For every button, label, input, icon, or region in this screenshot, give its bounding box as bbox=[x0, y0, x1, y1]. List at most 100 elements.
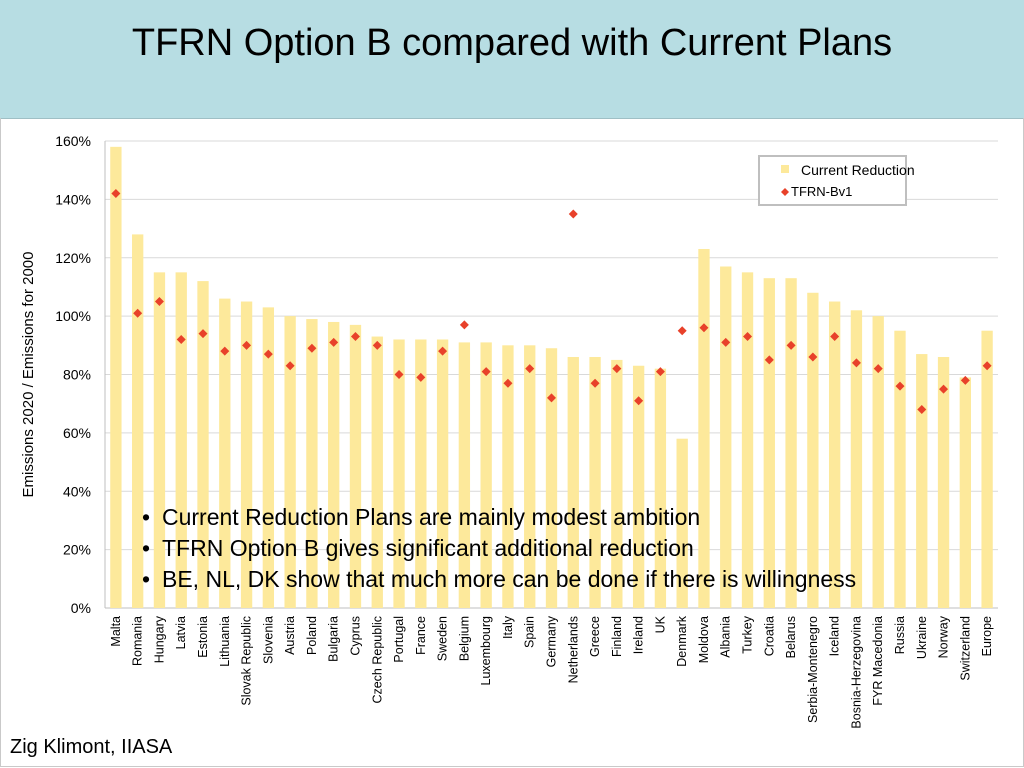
bar-current-reduction bbox=[349, 324, 362, 608]
y-axis-title: Emissions 2020 / Emissions for 2000 bbox=[20, 252, 37, 498]
x-tick-label: Switzerland bbox=[958, 616, 972, 681]
bar-current-reduction bbox=[458, 342, 471, 608]
x-tick-label: Sweden bbox=[436, 616, 450, 661]
marker-tfrn-bv1 bbox=[851, 358, 861, 368]
y-tick-label: 40% bbox=[63, 483, 91, 499]
x-tick-label: Greece bbox=[588, 616, 602, 657]
marker-tfrn-bv1 bbox=[677, 326, 687, 336]
y-tick-label: 100% bbox=[55, 308, 91, 324]
x-tick-label: Czech Republic bbox=[370, 616, 384, 704]
x-tick-label: France bbox=[414, 616, 428, 655]
bar-current-reduction bbox=[524, 345, 536, 608]
marker-tfrn-bv1 bbox=[220, 346, 230, 356]
bar-current-reduction bbox=[807, 292, 819, 608]
marker-tfrn-bv1 bbox=[764, 355, 774, 365]
marker-tfrn-bv1 bbox=[285, 361, 295, 371]
y-tick-label: 140% bbox=[55, 191, 91, 207]
x-tick-label: Europe bbox=[980, 616, 994, 656]
x-tick-label: Malta bbox=[109, 616, 123, 647]
bar-current-reduction bbox=[632, 365, 645, 608]
marker-tfrn-bv1 bbox=[329, 337, 339, 347]
marker-tfrn-bv1 bbox=[982, 361, 992, 371]
marker-tfrn-bv1 bbox=[133, 308, 143, 318]
x-tick-label: Denmark bbox=[675, 615, 689, 666]
bar-current-reduction bbox=[262, 307, 275, 608]
x-tick-label: UK bbox=[653, 615, 667, 633]
x-tick-label: Slovak Republic bbox=[240, 616, 254, 706]
author-credit: Zig Klimont, IIASA bbox=[10, 736, 173, 758]
y-tick-label: 20% bbox=[63, 542, 91, 558]
emissions-chart: 0% 20% 40% 60% 80% 100% 120% 140% 160% Emissions … bbox=[20, 133, 998, 729]
x-tick-label: Russia bbox=[893, 616, 907, 654]
y-tick-label: 60% bbox=[63, 425, 91, 441]
slide-title: TFRN Option B compared with Current Plan… bbox=[131, 22, 893, 64]
marker-tfrn-bv1 bbox=[590, 378, 600, 388]
marker-tfrn-bv1 bbox=[568, 209, 578, 219]
y-tick-label: 80% bbox=[63, 367, 91, 383]
legend-box bbox=[758, 155, 907, 206]
marker-tfrn-bv1 bbox=[547, 393, 556, 403]
x-tick-label: Germany bbox=[545, 615, 559, 667]
legend-label-tfrn-bv1: TFRN-Bv1 bbox=[791, 184, 852, 199]
bullet-item: BE, NL, DK show that much more can be do… bbox=[140, 564, 856, 595]
chart-frame: 0% 20% 40% 60% 80% 100% 120% 140% 160% Emissions … bbox=[0, 118, 1024, 767]
y-tick-label: 0% bbox=[71, 600, 91, 616]
legend-swatch-tfrn-bv1 bbox=[781, 188, 789, 196]
bar-current-reduction bbox=[611, 359, 623, 608]
bar-current-reduction bbox=[785, 278, 797, 608]
bar-current-reduction bbox=[981, 330, 993, 608]
bar-current-reduction bbox=[306, 319, 318, 608]
x-tick-label: Belarus bbox=[784, 616, 798, 658]
bullet-item: Current Reduction Plans are mainly modes… bbox=[140, 502, 856, 533]
marker-tfrn-bv1 bbox=[416, 372, 426, 382]
legend-swatch-current-reduction bbox=[781, 165, 789, 173]
bar-current-reduction bbox=[589, 356, 601, 608]
bar-current-reduction bbox=[741, 272, 754, 608]
marker-tfrn-bv1 bbox=[917, 405, 927, 415]
marker-tfrn-bv1 bbox=[786, 340, 796, 350]
x-tick-label: Belgium bbox=[457, 616, 471, 661]
y-tick-label: 120% bbox=[55, 250, 91, 266]
bar-current-reduction bbox=[436, 339, 449, 608]
marker-tfrn-bv1 bbox=[263, 349, 273, 359]
y-tick-label: 160% bbox=[55, 133, 91, 149]
x-tick-label: Ukraine bbox=[915, 616, 929, 659]
x-tick-label: Turkey bbox=[741, 615, 755, 653]
bar-current-reduction bbox=[545, 348, 558, 608]
bullet-item: TFRN Option B gives significant addition… bbox=[140, 533, 856, 564]
x-tick-label: Norway bbox=[937, 615, 951, 658]
x-tick-label: Slovenia bbox=[261, 616, 275, 664]
bar-current-reduction bbox=[175, 272, 187, 608]
marker-tfrn-bv1 bbox=[699, 323, 709, 333]
marker-tfrn-bv1 bbox=[394, 370, 404, 379]
x-tick-label: Finland bbox=[610, 616, 624, 657]
x-tick-label: Bosnia-Herzegovina bbox=[849, 616, 863, 729]
bar-current-reduction bbox=[894, 330, 906, 608]
bar-current-reduction bbox=[219, 298, 231, 608]
x-tick-label: Iceland bbox=[828, 616, 842, 656]
x-tick-label: Lithuania bbox=[218, 616, 232, 667]
x-tick-label: Estonia bbox=[196, 616, 210, 658]
x-tick-label: Croatia bbox=[762, 616, 776, 656]
marker-tfrn-bv1 bbox=[808, 352, 818, 362]
marker-tfrn-bv1 bbox=[830, 332, 840, 342]
marker-tfrn-bv1 bbox=[176, 334, 186, 344]
bullet-list: Current Reduction Plans are mainly modes… bbox=[140, 502, 856, 595]
marker-tfrn-bv1 bbox=[525, 364, 535, 374]
marker-tfrn-bv1 bbox=[154, 297, 164, 307]
bar-current-reduction bbox=[415, 339, 427, 608]
marker-tfrn-bv1 bbox=[939, 384, 949, 394]
bar-current-reduction bbox=[828, 301, 841, 608]
x-tick-label: Austria bbox=[283, 616, 297, 655]
bar-current-reduction bbox=[698, 248, 710, 608]
marker-tfrn-bv1 bbox=[612, 364, 622, 374]
x-tick-label: Ireland bbox=[632, 616, 646, 654]
marker-tfrn-bv1 bbox=[960, 375, 970, 385]
bar-current-reduction bbox=[763, 278, 775, 608]
slide-header: TFRN Option B compared with Current Plan… bbox=[0, 0, 1024, 119]
x-tick-label: Portugal bbox=[392, 616, 406, 663]
bar-current-reduction bbox=[654, 368, 667, 608]
x-tick-label: Netherlands bbox=[566, 616, 580, 683]
x-tick-label: Serbia-Montenegro bbox=[806, 616, 820, 723]
marker-tfrn-bv1 bbox=[743, 332, 753, 342]
